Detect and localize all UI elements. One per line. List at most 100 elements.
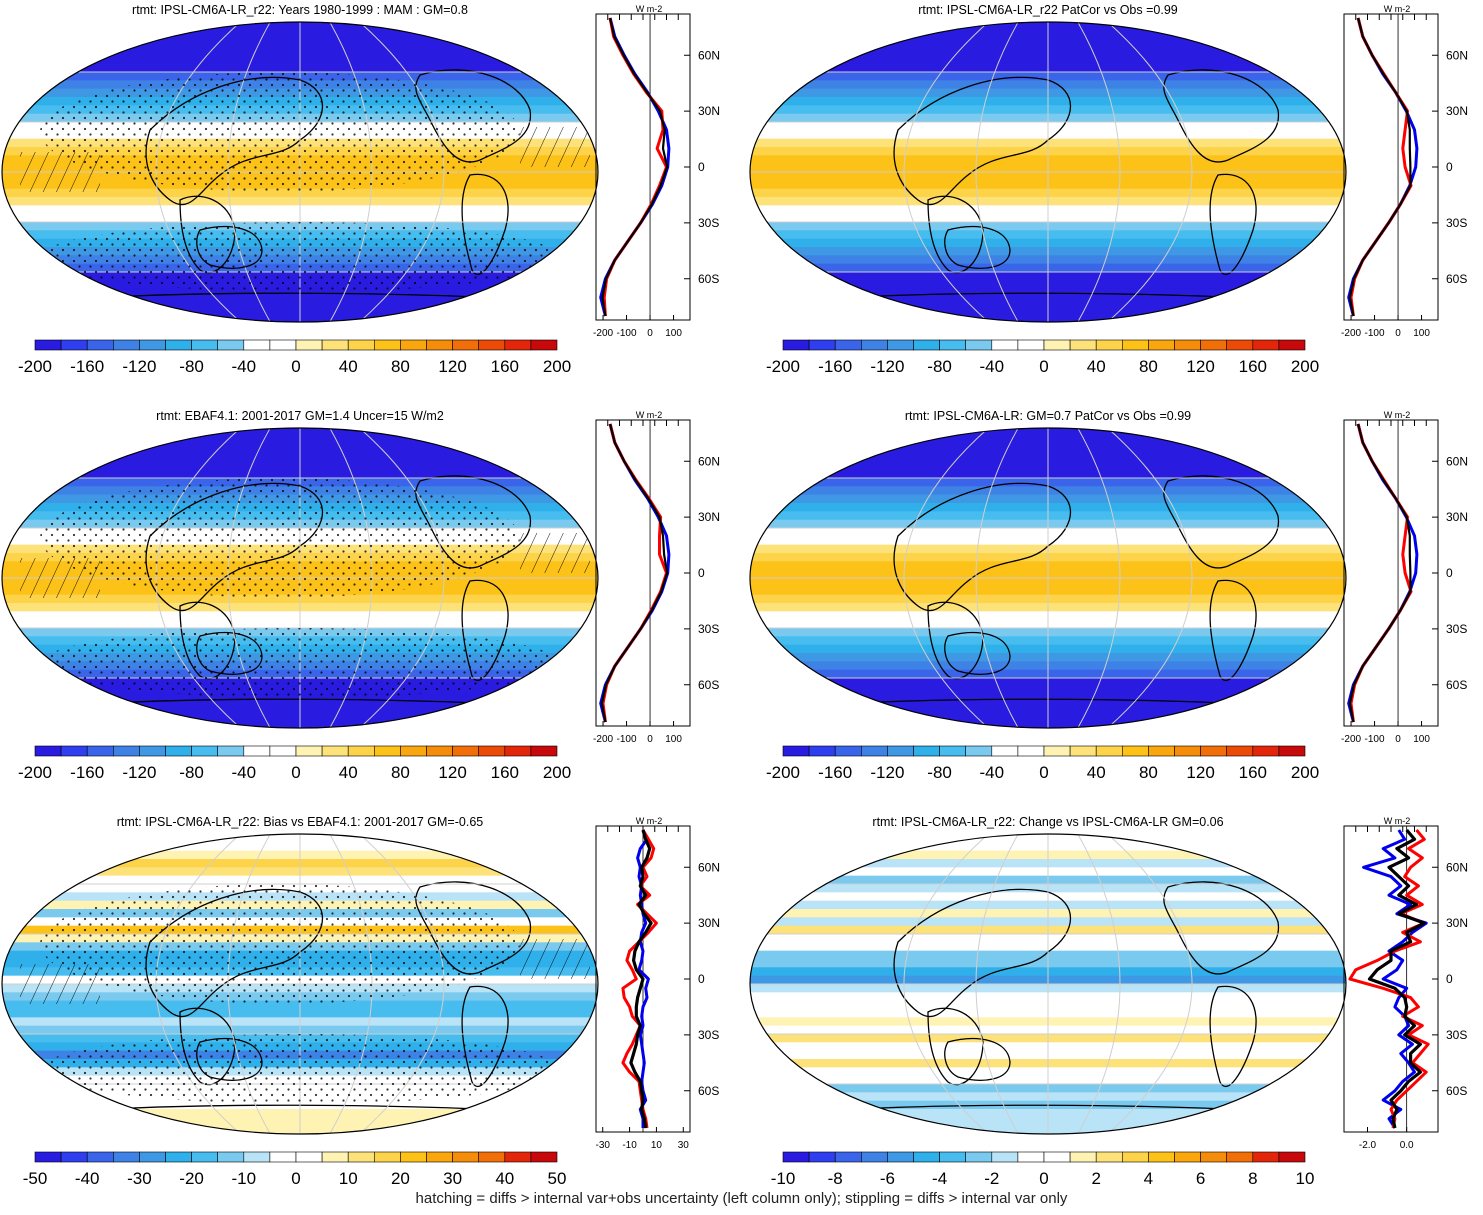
zonal-line-obs [636,829,650,1128]
zonal-xtick-label: -200 [593,734,613,745]
lat-tick-label: 60S [1446,1084,1467,1098]
zonal-xtick-label: -200 [593,328,613,339]
stipple-area [40,72,520,192]
colorbar-segment [861,1151,888,1163]
colorbar-label: 120 [438,357,466,376]
colorbar-segment [452,339,480,351]
colorbar-label: 2 [1091,1169,1100,1188]
zonal-xtick-label: 0 [647,734,653,745]
colorbar-segment [1148,1151,1175,1163]
colorbar-label: -200 [18,357,52,376]
colorbar-segment [86,745,114,757]
zonal-units: W m-2 [1384,410,1411,420]
colorbar-segment [373,745,401,757]
coastline [944,1037,1011,1081]
colorbar-label: -4 [932,1169,947,1188]
colorbar-segment [321,745,349,757]
zonal-mean-panel: W m-2 -200 -100 0 100 60N 30N 0 30S 60S [1341,410,1468,745]
lat-tick-label: 30N [698,510,720,524]
colorbar-segment [295,745,323,757]
colorbar-segment [1017,1151,1045,1163]
hatch-area [20,152,100,192]
graticule-lon [1107,22,1193,322]
colorbar-label: -80 [179,357,204,376]
colorbar-segment [478,1151,506,1163]
coastline [893,76,1072,206]
colorbar-segment [347,1151,375,1163]
colorbar-label: 0 [1039,1169,1048,1188]
colorbar-label: -200 [766,357,800,376]
lat-tick-label: 30N [698,104,720,118]
zonal-mean-panel: W m-2 -200 -100 0 100 60N 30N 0 30S 60S [593,4,720,339]
colorbar-label: -40 [232,763,257,782]
zonal-xtick-label: 100 [1413,328,1430,339]
colorbar-label: 8 [1248,1169,1257,1188]
colorbar-label: 160 [491,763,519,782]
colorbar-segment [86,339,114,351]
graticule-lon [903,22,989,322]
colorbar-segment [965,745,993,757]
colorbar-segment [191,339,219,351]
zonal-xtick-label: -30 [595,1140,610,1151]
zonal-xtick-label: 0 [1395,328,1401,339]
colorbar-segment [34,745,62,757]
colorbar-segment [347,339,375,351]
colorbar-segment [217,339,245,351]
colorbar-segment [1148,745,1175,757]
graticule-lon [975,834,1019,1134]
colorbar-segment [139,745,166,757]
hatch-area [20,558,100,598]
map [2,428,598,728]
colorbar-segment [991,745,1019,757]
stipple-area [40,1034,560,1104]
coastline [1163,69,1280,163]
map-border [749,427,1347,729]
colorbar-segment [913,339,940,351]
colorbar-segment [165,745,192,757]
colorbar-label: -200 [766,763,800,782]
colorbar-segment [530,1151,558,1163]
colorbar-segment [834,1151,862,1163]
zonal-xtick-label: -200 [1341,328,1361,339]
colorbar-segment [452,1151,480,1163]
lat-tick-label: 60N [1446,48,1468,62]
zonal-xtick-label: 0.0 [1400,1140,1414,1151]
colorbar-segment [887,1151,914,1163]
colorbar-label: 0 [291,1169,300,1188]
colorbar-segment [1278,745,1306,757]
panel-4: rtmt: IPSL-CM6A-LR: GM=0.7 PatCor vs Obs… [749,409,1468,782]
colorbar-label: 50 [548,1169,567,1188]
colorbar-label: 0 [1039,357,1048,376]
coastline [944,631,1011,675]
colorbar-segment [217,1151,245,1163]
map-border [1,21,599,323]
lat-tick-label: 30S [698,1028,719,1042]
panel-title: rtmt: EBAF4.1: 2001-2017 GM=1.4 Uncer=15… [156,409,444,423]
colorbar-segment [530,745,558,757]
colorbar-segment [478,339,506,351]
zonal-units: W m-2 [1384,816,1411,826]
graticule-lon [1107,428,1193,728]
coastline [1209,985,1257,1088]
colorbar-segment [991,339,1019,351]
lat-tick-label: 30S [1446,216,1467,230]
colorbar-segment [1226,339,1254,351]
colorbar-label: -120 [122,763,156,782]
colorbar-label: -120 [870,357,904,376]
colorbar-segment [939,339,967,351]
coastline [1163,475,1280,569]
zonal-line-model [1349,17,1413,317]
coastline [1209,579,1257,682]
lat-tick-label: 0 [1446,972,1453,986]
graticule-lon [1077,834,1121,1134]
colorbar-label: 200 [543,357,571,376]
colorbar-segment [400,339,427,351]
colorbar-segment [321,339,349,351]
graticule-lon [903,428,989,728]
hatch-area [520,939,590,979]
colorbar-segment [1043,339,1071,351]
colorbar-segment [1095,1151,1123,1163]
colorbar-segment [939,745,967,757]
zonal-xtick-label: -2.0 [1359,1140,1377,1151]
map [750,834,1346,1134]
